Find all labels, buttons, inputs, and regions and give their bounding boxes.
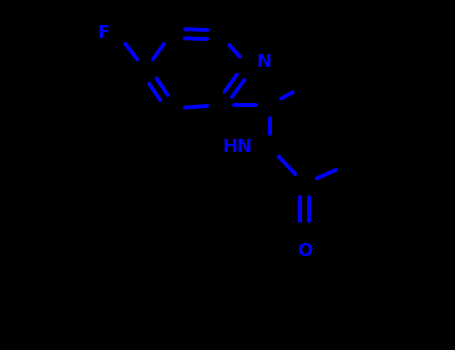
Text: F: F <box>97 24 110 42</box>
Text: HN: HN <box>222 138 253 156</box>
Text: O: O <box>297 242 312 260</box>
Text: N: N <box>256 53 271 71</box>
